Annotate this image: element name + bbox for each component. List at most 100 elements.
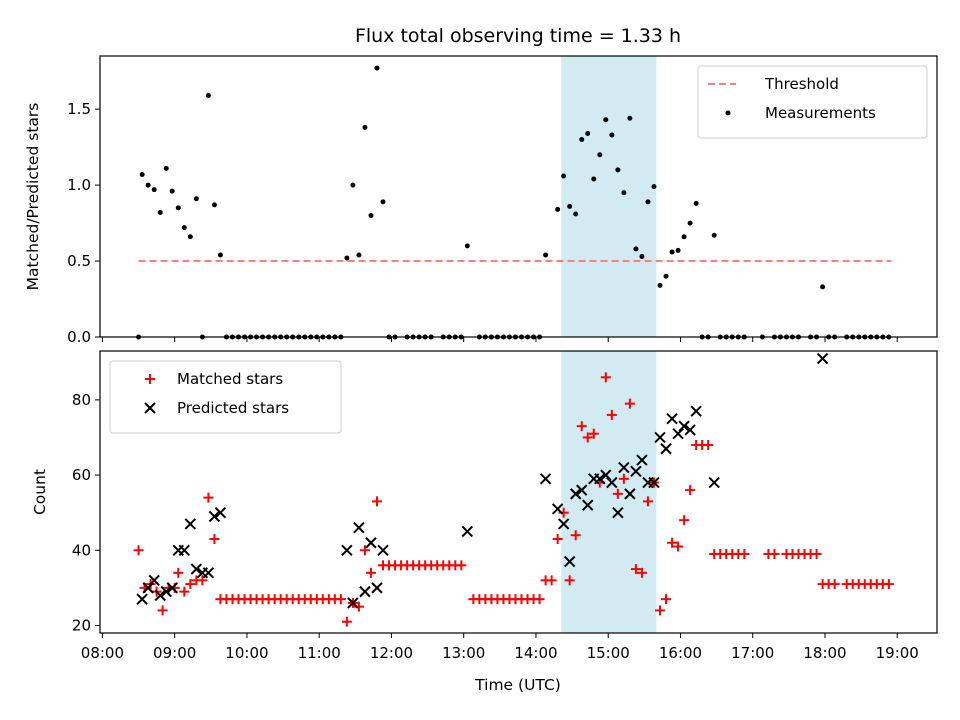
matched-star-marker bbox=[829, 579, 840, 590]
matched-star-marker bbox=[811, 549, 822, 560]
highlight-band bbox=[561, 351, 657, 633]
legend-box bbox=[109, 360, 342, 434]
matched-star-marker bbox=[185, 579, 196, 590]
matched-star-marker bbox=[661, 594, 672, 605]
matched-star-marker bbox=[576, 421, 587, 432]
predicted-star-marker bbox=[551, 503, 564, 515]
measurement-point bbox=[591, 176, 597, 182]
measurement-point bbox=[350, 182, 356, 188]
matched-star-marker bbox=[630, 564, 641, 575]
predicted-star-marker bbox=[636, 454, 648, 466]
predicted-star-marker bbox=[365, 537, 377, 549]
measurement-point bbox=[217, 252, 223, 258]
predicted-star-marker bbox=[208, 510, 221, 523]
predicted-star-marker bbox=[624, 488, 636, 500]
matched-star-marker bbox=[612, 488, 623, 499]
matched-star-marker bbox=[359, 545, 370, 556]
measurement-point bbox=[464, 243, 470, 249]
predicted-star-marker bbox=[353, 522, 365, 534]
legend-label: Measurements bbox=[765, 104, 876, 122]
axes-frame bbox=[99, 55, 938, 338]
x-tick-label: 10:00 bbox=[225, 644, 268, 662]
predicted-star-marker bbox=[594, 473, 606, 485]
measurement-point bbox=[621, 190, 627, 196]
y-tick-label: 1.5 bbox=[67, 100, 91, 118]
predicted-star-marker bbox=[142, 582, 154, 594]
predicted-star-marker bbox=[136, 593, 148, 605]
legend-swatch bbox=[145, 374, 155, 384]
matched-star-marker bbox=[173, 567, 184, 578]
measurement-point bbox=[362, 124, 368, 130]
legend-item: Predicted stars bbox=[144, 399, 289, 417]
measurement-point bbox=[181, 225, 187, 231]
predicted-star-marker bbox=[557, 518, 570, 530]
matched-star-marker bbox=[739, 549, 750, 560]
predicted-star-marker bbox=[576, 484, 588, 496]
predicted-star-marker bbox=[678, 420, 690, 432]
x-tick-label: 18:00 bbox=[803, 644, 846, 662]
matched-star-marker bbox=[642, 496, 653, 507]
measurement-point bbox=[380, 199, 386, 205]
predicted-star-marker bbox=[202, 567, 215, 579]
legend-item: Threshold bbox=[708, 75, 839, 93]
predicted-star-marker bbox=[377, 544, 389, 556]
predicted-star-marker bbox=[612, 506, 624, 519]
predicted-star-marker bbox=[618, 461, 630, 474]
matched-star-marker bbox=[570, 530, 581, 541]
x-tick-label: 08:00 bbox=[81, 644, 124, 662]
predicted-star-marker bbox=[178, 544, 191, 556]
predicted-star-marker bbox=[154, 589, 166, 602]
measurement-point bbox=[645, 199, 651, 205]
matched-star-marker bbox=[552, 534, 563, 544]
predicted-star-marker bbox=[569, 488, 582, 500]
predicted-star-marker bbox=[359, 585, 371, 598]
y-tick-label: 0.0 bbox=[67, 328, 91, 346]
legend-label: Threshold bbox=[764, 75, 839, 93]
matched-star-marker bbox=[588, 428, 599, 439]
predicted-star-marker bbox=[341, 544, 353, 556]
x-tick-label: 12:00 bbox=[370, 644, 413, 662]
predicted-star-marker bbox=[660, 443, 672, 455]
x-tick-label: 15:00 bbox=[587, 644, 630, 662]
measurement-point bbox=[639, 253, 645, 259]
predicted-star-marker bbox=[630, 465, 642, 478]
matched-star-marker bbox=[667, 537, 678, 548]
measurement-point bbox=[163, 165, 169, 171]
matched-star-marker bbox=[197, 575, 208, 586]
measurement-point bbox=[374, 65, 380, 71]
matched-star-marker bbox=[564, 575, 575, 586]
measurement-point bbox=[820, 284, 826, 290]
y-tick-label: 1.0 bbox=[67, 176, 91, 194]
y-tick-label: 40 bbox=[72, 541, 91, 559]
measurement-point bbox=[609, 132, 615, 138]
legend-swatch bbox=[144, 402, 156, 414]
measurement-point bbox=[657, 282, 663, 288]
predicted-star-marker bbox=[190, 563, 203, 575]
x-tick-label: 19:00 bbox=[876, 644, 919, 662]
legend: Threshold Measurements bbox=[697, 65, 928, 139]
predicted-star-marker bbox=[684, 424, 696, 436]
matched-star-marker bbox=[618, 473, 629, 484]
legend-item: Matched stars bbox=[145, 370, 283, 388]
matched-star-marker bbox=[769, 549, 780, 560]
x-tick-label: 16:00 bbox=[659, 644, 702, 662]
predicted-star-marker bbox=[672, 428, 684, 440]
legend-item: Measurements bbox=[725, 104, 876, 122]
y-tick-label: 0.5 bbox=[67, 252, 91, 270]
legend-box bbox=[697, 65, 928, 139]
legend-swatch bbox=[725, 110, 731, 116]
matched-star-marker bbox=[582, 432, 593, 443]
measurement-point bbox=[368, 212, 374, 218]
measurement-point bbox=[145, 182, 151, 188]
matched-star-marker bbox=[335, 594, 346, 605]
measurement-point bbox=[193, 196, 199, 202]
matched-star-marker bbox=[365, 567, 376, 578]
measurement-point bbox=[169, 188, 175, 194]
x-tick-label: 11:00 bbox=[298, 644, 341, 662]
matched-star-marker bbox=[636, 567, 647, 578]
matched-star-marker bbox=[341, 616, 352, 627]
measurement-point bbox=[633, 246, 639, 252]
measurement-point bbox=[681, 234, 687, 240]
measurement-point bbox=[651, 184, 657, 190]
